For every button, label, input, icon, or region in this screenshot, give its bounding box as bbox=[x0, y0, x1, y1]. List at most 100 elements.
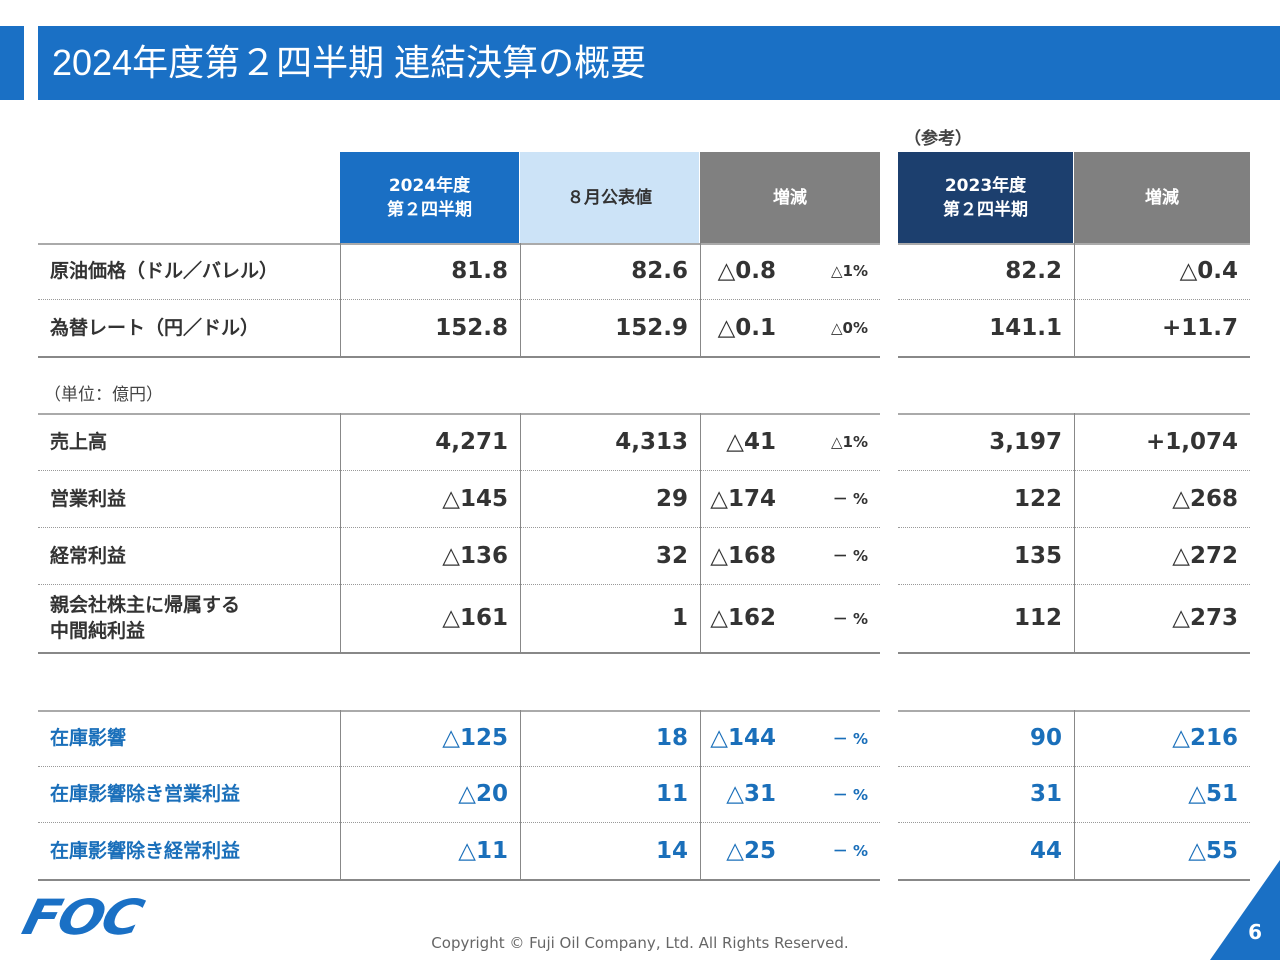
cell-diff-pct: － % bbox=[832, 490, 868, 508]
cell-diff: △162 bbox=[710, 605, 776, 631]
table-row: 為替レート（円／ドル） 152.8 152.9 △0.1 △0% 141.1 +11.7 bbox=[0, 299, 1280, 356]
cell-prior: 90 bbox=[1029, 725, 1062, 751]
cell-forecast: 18 bbox=[655, 725, 688, 751]
cell-label: 売上高 bbox=[50, 430, 108, 453]
column-divider bbox=[340, 710, 341, 879]
row-divider bbox=[38, 470, 880, 471]
row-divider bbox=[38, 584, 880, 585]
cell-diff: △31 bbox=[726, 781, 776, 807]
cell-diff: △174 bbox=[710, 485, 776, 512]
table-row: 原油価格（ドル／バレル） 81.8 82.6 △0.8 △1% 82.2 △0.4 bbox=[0, 243, 1280, 299]
table-row: 営業利益 △145 29 △174 － % 122 △268 bbox=[0, 470, 1280, 527]
cell-prior: 3,197 bbox=[989, 428, 1062, 455]
table-bottom-border bbox=[898, 652, 1250, 654]
table-bottom-border bbox=[898, 356, 1250, 358]
cell-prior: 44 bbox=[1029, 837, 1062, 864]
cell-prior: 135 bbox=[1013, 542, 1062, 569]
cell-prior: 82.2 bbox=[1005, 258, 1062, 284]
cell-prior-diff: △273 bbox=[1172, 605, 1238, 631]
reference-label: （参考） bbox=[904, 129, 972, 149]
table-row: 在庫影響 △125 18 △144 － % 90 △216 bbox=[0, 710, 1280, 766]
cell-label: 原油価格（ドル／バレル） bbox=[50, 260, 279, 282]
column-divider bbox=[700, 710, 701, 879]
cell-current: △161 bbox=[442, 605, 508, 631]
table-row: 在庫影響除き経常利益 △11 14 △25 － % 44 △55 bbox=[0, 822, 1280, 879]
cell-forecast: 29 bbox=[655, 485, 688, 512]
table-row: 親会社株主に帰属する 中間純利益 △161 1 △162 － % 112 △273 bbox=[0, 584, 1280, 652]
cell-diff-pct: － % bbox=[832, 547, 868, 565]
row-divider bbox=[38, 299, 880, 300]
cell-forecast: 11 bbox=[655, 781, 688, 807]
page-corner-triangle bbox=[1210, 860, 1280, 960]
cell-label: 在庫影響 bbox=[50, 727, 127, 749]
header-diff: 増減 bbox=[700, 152, 880, 243]
cell-prior-diff: +11.7 bbox=[1161, 314, 1238, 341]
row-divider bbox=[38, 822, 880, 823]
cell-prior-diff: △272 bbox=[1172, 542, 1238, 569]
cell-label: 在庫影響除き営業利益 bbox=[50, 783, 241, 805]
cell-forecast: 14 bbox=[655, 837, 688, 864]
cell-prior: 31 bbox=[1029, 781, 1062, 807]
cell-diff: △168 bbox=[710, 542, 776, 569]
row-divider bbox=[898, 584, 1250, 585]
cell-prior-diff: △51 bbox=[1188, 781, 1238, 807]
table-bottom-border bbox=[38, 879, 880, 881]
cell-diff-pct: △1% bbox=[830, 432, 868, 451]
cell-forecast: 82.6 bbox=[631, 258, 688, 284]
cell-diff: △0.1 bbox=[717, 314, 776, 341]
cell-prior: 122 bbox=[1013, 485, 1062, 512]
row-divider bbox=[898, 766, 1250, 767]
row-divider bbox=[898, 470, 1250, 471]
table-row: 在庫影響除き営業利益 △20 11 △31 － % 31 △51 bbox=[0, 766, 1280, 822]
column-divider bbox=[1074, 710, 1075, 879]
row-divider bbox=[898, 299, 1250, 300]
title-accent-bar bbox=[0, 26, 24, 100]
cell-diff: △25 bbox=[726, 837, 776, 864]
table-row: 経常利益 △136 32 △168 － % 135 △272 bbox=[0, 527, 1280, 584]
cell-forecast: 1 bbox=[671, 605, 688, 631]
cell-prior-diff: △0.4 bbox=[1179, 258, 1238, 284]
row-divider bbox=[898, 527, 1250, 528]
column-divider bbox=[520, 413, 521, 652]
header-current: 2024年度 第２四半期 bbox=[340, 152, 519, 243]
unit-label: （単位：億円） bbox=[44, 385, 163, 405]
table-bottom-border bbox=[38, 356, 880, 358]
table-top-border bbox=[38, 243, 880, 245]
cell-prior-diff: △55 bbox=[1188, 837, 1238, 864]
column-divider bbox=[340, 413, 341, 652]
cell-prior-diff: △268 bbox=[1172, 485, 1238, 512]
cell-label: 為替レート（円／ドル） bbox=[50, 316, 260, 339]
page-number: 6 bbox=[1248, 920, 1262, 944]
cell-current: △136 bbox=[442, 542, 508, 569]
column-divider bbox=[1074, 413, 1075, 652]
cell-current: △125 bbox=[442, 725, 508, 751]
row-divider bbox=[38, 527, 880, 528]
table-top-border bbox=[38, 413, 880, 415]
cell-current: 152.8 bbox=[435, 314, 508, 341]
cell-diff: △41 bbox=[726, 428, 776, 455]
cell-prior-diff: △216 bbox=[1172, 725, 1238, 751]
header-prior: 2023年度 第２四半期 bbox=[898, 152, 1073, 243]
header-forecast: ８月公表値 bbox=[520, 152, 699, 243]
cell-label: 営業利益 bbox=[50, 487, 127, 510]
cell-forecast: 4,313 bbox=[615, 428, 688, 455]
cell-diff-pct: △1% bbox=[830, 262, 868, 280]
cell-diff-pct: － % bbox=[832, 785, 868, 804]
header-prior-diff: 増減 bbox=[1074, 152, 1250, 243]
cell-diff-pct: － % bbox=[832, 609, 868, 628]
cell-current: △11 bbox=[458, 837, 508, 864]
table-bottom-border bbox=[898, 879, 1250, 881]
cell-current: 4,271 bbox=[435, 428, 508, 455]
row-divider bbox=[38, 766, 880, 767]
cell-forecast: 32 bbox=[655, 542, 688, 569]
copyright: Copyright © Fuji Oil Company, Ltd. All R… bbox=[431, 934, 849, 952]
cell-diff-pct: － % bbox=[832, 729, 868, 748]
cell-current: 81.8 bbox=[451, 258, 508, 284]
cell-current: △20 bbox=[458, 781, 508, 807]
cell-diff: △144 bbox=[710, 725, 776, 751]
cell-diff-pct: － % bbox=[832, 842, 868, 860]
row-divider bbox=[898, 822, 1250, 823]
page-title: 2024年度第２四半期 連結決算の概要 bbox=[38, 26, 1280, 100]
cell-prior: 112 bbox=[1013, 605, 1062, 631]
column-divider bbox=[520, 710, 521, 879]
